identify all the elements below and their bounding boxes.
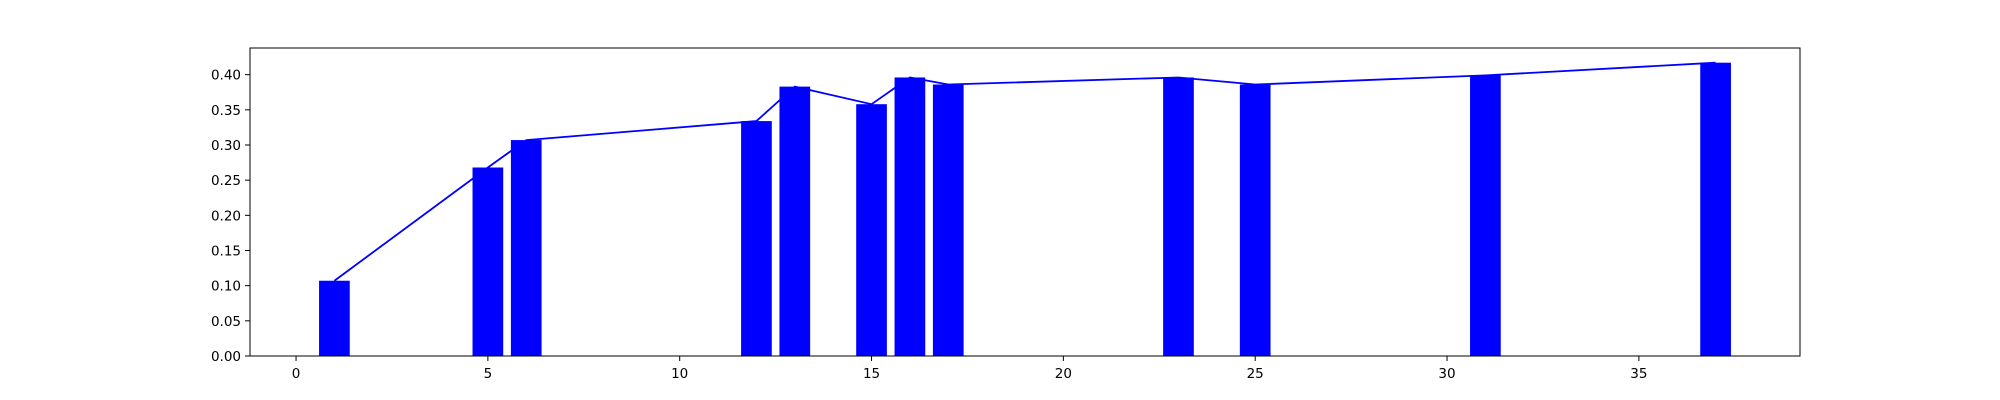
y-tick-label: 0.30	[211, 138, 241, 154]
bar	[510, 140, 542, 356]
bar	[1239, 84, 1271, 357]
x-tick-label: 15	[863, 366, 880, 382]
y-tick-label: 0.15	[211, 243, 241, 259]
y-tick-label: 0.20	[211, 208, 241, 224]
x-tick-label: 5	[484, 366, 493, 382]
bar	[741, 121, 772, 356]
plot-frame	[249, 47, 1801, 357]
x-tick-label: 35	[1630, 366, 1647, 382]
y-tick-label: 0.00	[211, 349, 241, 365]
y-tick-label: 0.05	[211, 314, 241, 330]
series-line	[333, 61, 1716, 282]
y-tick-label: 0.35	[211, 103, 241, 119]
bar	[779, 86, 811, 357]
x-tick-label: 20	[1055, 366, 1072, 382]
bar	[894, 77, 926, 357]
x-tick-label: 10	[671, 366, 688, 382]
y-tick-label: 0.10	[211, 279, 241, 295]
bar	[1163, 77, 1194, 357]
bar	[932, 84, 964, 357]
bar	[319, 280, 350, 356]
bar	[1470, 75, 1501, 356]
bar	[1700, 62, 1731, 356]
bars-group	[319, 62, 1731, 357]
y-axis: 0.00 0.05 0.10 0.15 0.20 0.25 0.30 0.35 0.40	[211, 68, 250, 365]
x-tick-label: 30	[1438, 366, 1455, 382]
bar	[856, 104, 887, 357]
x-tick-label: 0	[292, 366, 301, 382]
y-tick-label: 0.40	[211, 68, 241, 84]
x-tick-label: 25	[1247, 366, 1264, 382]
bar	[472, 167, 504, 356]
x-axis: 0 5 10 15 20 25 30 35	[292, 356, 1647, 382]
y-tick-label: 0.25	[211, 173, 241, 189]
